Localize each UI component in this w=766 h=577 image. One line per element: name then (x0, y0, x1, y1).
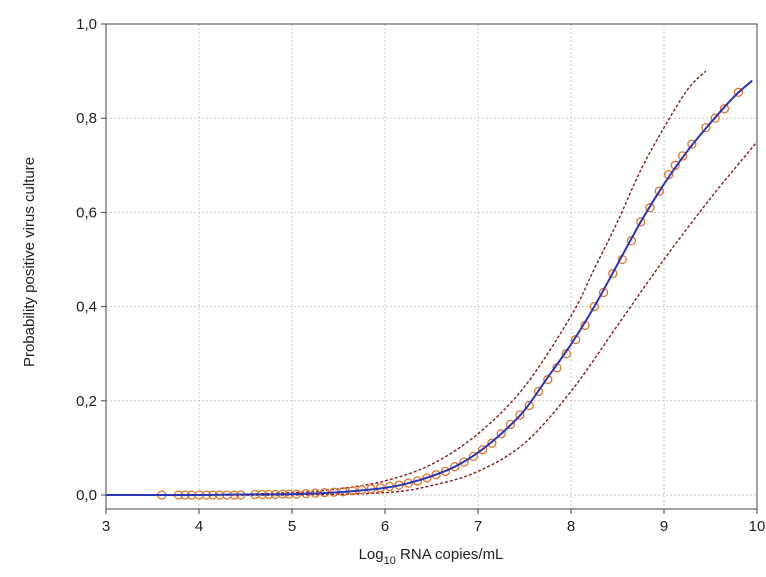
data-point (459, 457, 469, 467)
data-point (719, 104, 730, 114)
x-axis-label-rest: RNA copies/mL (396, 546, 504, 563)
x-axis-ticks: 3 4 5 6 7 8 9 10 (102, 509, 766, 535)
plot-frame (105, 23, 758, 510)
data-point (440, 466, 451, 477)
y-tick-label: 0,2 (76, 393, 97, 410)
y-tick-label: 0,8 (76, 110, 97, 127)
data-point (496, 429, 506, 439)
data-point (505, 419, 516, 430)
y-axis-ticks: 0,0 0,2 0,4 0,6 0,8 1,0 (76, 16, 106, 504)
data-point (533, 386, 544, 397)
x-tick-label: 4 (195, 518, 203, 535)
data-point (636, 217, 646, 227)
x-tick-label: 3 (102, 518, 110, 535)
y-tick-label: 0,6 (76, 204, 97, 221)
x-tick-label: 7 (474, 518, 482, 535)
x-tick-label: 5 (288, 518, 296, 535)
data-point (468, 451, 479, 462)
upper-confidence-band (105, 70, 707, 496)
x-tick-label: 6 (381, 518, 389, 535)
data-point (733, 87, 744, 97)
x-axis-label-main: Log (359, 546, 384, 563)
x-axis-label: Log10 RNA copies/mL (359, 546, 504, 567)
x-axis-label-sub: 10 (384, 555, 396, 567)
y-tick-label: 0,4 (76, 299, 97, 316)
fitted-curve (106, 79, 753, 497)
data-point (701, 122, 711, 133)
x-tick-label: 9 (660, 518, 668, 535)
data-point (477, 445, 488, 455)
observed-points (157, 87, 744, 500)
y-axis-label: Probability positive virus culture (21, 157, 38, 367)
data-point (654, 186, 664, 196)
data-point (524, 400, 534, 411)
data-point (710, 113, 720, 123)
y-tick-label: 1,0 (76, 16, 97, 33)
data-point (687, 139, 697, 149)
confidence-bands (105, 70, 758, 496)
fitted-line (106, 79, 753, 497)
data-point (450, 462, 460, 472)
lower-confidence-band (106, 141, 758, 496)
data-point (677, 151, 688, 161)
data-point (645, 203, 655, 213)
x-tick-label: 8 (567, 518, 575, 535)
y-tick-label: 0,0 (76, 487, 97, 504)
data-point (422, 473, 432, 483)
data-point (589, 301, 599, 312)
data-point (608, 268, 618, 279)
data-point (487, 438, 497, 448)
data-point (515, 410, 525, 420)
data-point (431, 470, 441, 480)
x-tick-label: 10 (749, 518, 766, 535)
